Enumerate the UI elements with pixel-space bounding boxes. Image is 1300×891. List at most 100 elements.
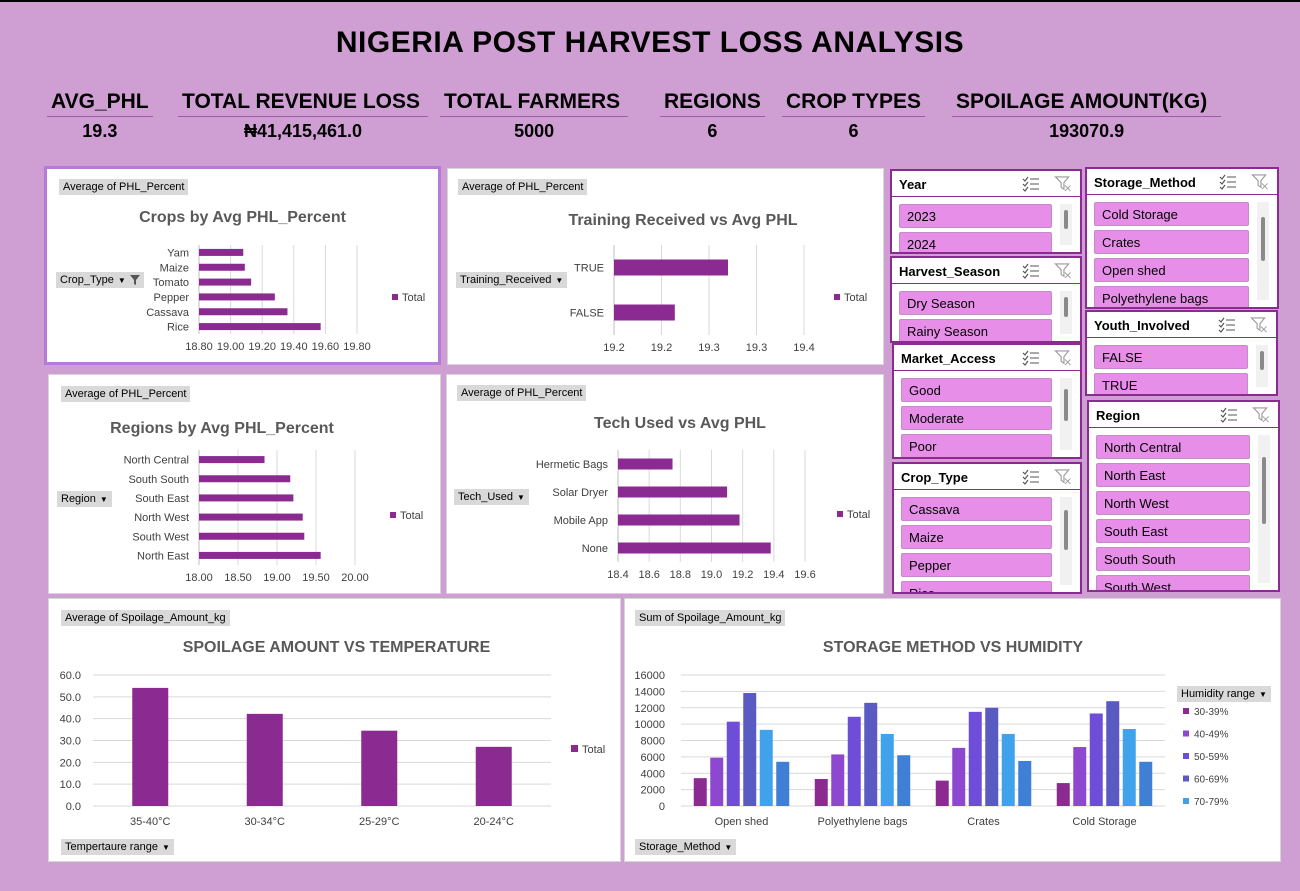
- slicer-item[interactable]: FALSE: [1094, 345, 1248, 369]
- scrollbar-thumb[interactable]: [1262, 457, 1266, 524]
- scrollbar-thumb[interactable]: [1260, 351, 1264, 371]
- slicer-scrollbar[interactable]: [1257, 202, 1269, 300]
- axis-field-button-crop-type[interactable]: Crop_Type ▼: [56, 272, 144, 288]
- slicer-item[interactable]: Good: [901, 378, 1052, 402]
- slicer-item[interactable]: Dry Season: [899, 291, 1052, 315]
- slicer-item[interactable]: South East: [1096, 519, 1250, 543]
- bar: [968, 711, 982, 806]
- slicer-item[interactable]: Maize: [901, 525, 1052, 549]
- category-label: South West: [132, 531, 189, 543]
- slicer-item-list: 2023 2024: [899, 204, 1052, 252]
- x-tick-label: 19.3: [698, 342, 719, 354]
- scrollbar-thumb[interactable]: [1261, 216, 1265, 261]
- clear-filter-icon[interactable]: [1251, 174, 1269, 190]
- slicer-scrollbar[interactable]: [1256, 345, 1268, 387]
- kpi-avg-phl: AVG_PHL 19.3: [47, 90, 153, 142]
- axis-field-button-training[interactable]: Training_Received ▼: [456, 272, 568, 288]
- legend-field-button-humidity[interactable]: Humidity range ▼: [1177, 686, 1271, 702]
- kpi-regions: REGIONS 6: [660, 90, 765, 142]
- kpi-value: 193070.9: [1049, 121, 1125, 141]
- multi-select-icon[interactable]: [1022, 263, 1040, 279]
- multi-select-icon[interactable]: [1022, 176, 1040, 192]
- slicer-crop-type[interactable]: Crop_Type Cassava Maize Pepper Rice: [892, 462, 1082, 594]
- multi-select-icon[interactable]: [1022, 350, 1040, 366]
- clear-filter-icon[interactable]: [1252, 407, 1270, 423]
- category-label: Hermetic Bags: [536, 459, 609, 471]
- slicer-item[interactable]: TRUE: [1094, 373, 1248, 394]
- x-tick-label: 19.4: [793, 342, 814, 354]
- slicer-item[interactable]: Rainy Season: [899, 319, 1052, 341]
- clear-filter-icon[interactable]: [1054, 469, 1072, 485]
- slicer-youth-involved[interactable]: Youth_Involved FALSE TRUE: [1085, 310, 1278, 396]
- x-tick-label: 19.80: [343, 341, 371, 353]
- slicer-item[interactable]: North East: [1096, 463, 1250, 487]
- kpi-spoilage-amount: SPOILAGE AMOUNT(KG) 193070.9: [952, 90, 1222, 142]
- value-field-button: Average of PHL_Percent: [61, 386, 191, 402]
- slicer-item-list: FALSE TRUE: [1094, 345, 1248, 394]
- slicer-scrollbar[interactable]: [1060, 378, 1072, 450]
- slicer-scrollbar[interactable]: [1060, 291, 1072, 334]
- clear-filter-icon[interactable]: [1054, 350, 1072, 366]
- bar: [743, 693, 757, 806]
- slicer-item[interactable]: Open shed: [1094, 258, 1249, 282]
- multi-select-icon[interactable]: [1022, 469, 1040, 485]
- x-tick-label: 19.50: [302, 572, 330, 584]
- multi-select-icon[interactable]: [1219, 174, 1237, 190]
- slicer-item[interactable]: South West: [1096, 575, 1250, 590]
- slicer-item[interactable]: Cassava: [901, 497, 1052, 521]
- category-label: Pepper: [154, 292, 190, 304]
- scrollbar-thumb[interactable]: [1064, 510, 1068, 550]
- dropdown-arrow-icon: ▼: [117, 275, 126, 285]
- slicer-market-access[interactable]: Market_Access Good Moderate Poor: [892, 343, 1082, 459]
- multi-select-icon[interactable]: [1220, 407, 1238, 423]
- scrollbar-thumb[interactable]: [1064, 210, 1068, 229]
- slicer-item[interactable]: Poor: [901, 434, 1052, 457]
- filter-icon: [129, 275, 140, 285]
- slicer-item[interactable]: Cold Storage: [1094, 202, 1249, 226]
- slicer-storage-method[interactable]: Storage_Method Cold Storage Crates Open she…: [1085, 167, 1279, 309]
- dropdown-arrow-icon: ▼: [99, 494, 108, 504]
- chart-storage-svg: 0 2000 4000 6000 8000 10000 12000 14000 16000 Ope…: [634, 670, 1229, 828]
- slicer-scrollbar[interactable]: [1060, 204, 1072, 245]
- category-label: 20-24°C: [474, 816, 515, 828]
- slicer-item[interactable]: Moderate: [901, 406, 1052, 430]
- legend-swatch: [837, 511, 843, 517]
- slicer-harvest-season[interactable]: Harvest_Season Dry Season Rainy Season: [890, 256, 1082, 343]
- scrollbar-thumb[interactable]: [1064, 297, 1068, 317]
- axis-field-button-temperature[interactable]: Tempertaure range ▼: [61, 839, 174, 855]
- chart-regions-panel[interactable]: Average of PHL_Percent Regions by Avg PH…: [48, 374, 441, 594]
- slicer-scrollbar[interactable]: [1258, 435, 1270, 583]
- slicer-item-list: Good Moderate Poor: [901, 378, 1052, 457]
- slicer-item[interactable]: Crates: [1094, 230, 1249, 254]
- bar: [1089, 713, 1103, 806]
- clear-filter-icon[interactable]: [1054, 176, 1072, 192]
- slicer-item[interactable]: North Central: [1096, 435, 1250, 459]
- chart-training-panel[interactable]: Average of PHL_Percent Training Received…: [447, 168, 884, 365]
- slicer-region[interactable]: Region North Central North East North West S…: [1087, 400, 1280, 592]
- slicer-item[interactable]: 2023: [899, 204, 1052, 228]
- slicer-item[interactable]: Pepper: [901, 553, 1052, 577]
- chart-crops-panel[interactable]: Average of PHL_Percent Crops by Avg PHL_…: [44, 166, 441, 365]
- slicer-item[interactable]: Polyethylene bags: [1094, 286, 1249, 307]
- clear-filter-icon[interactable]: [1054, 263, 1072, 279]
- slicer-item[interactable]: 2024: [899, 232, 1052, 252]
- slicer-item[interactable]: South South: [1096, 547, 1250, 571]
- category-label: Crates: [967, 816, 1000, 828]
- dropdown-arrow-icon: ▼: [161, 842, 170, 852]
- chart-tech-panel[interactable]: Average of PHL_Percent Tech Used vs Avg …: [446, 374, 884, 594]
- axis-field-button-region[interactable]: Region ▼: [57, 491, 112, 507]
- legend-label: 50-59%: [1194, 752, 1229, 763]
- bar: [132, 687, 169, 806]
- slicer-year[interactable]: Year 2023 2024: [890, 169, 1082, 254]
- scrollbar-thumb[interactable]: [1064, 388, 1068, 422]
- chart-spoilage-panel[interactable]: Average of Spoilage_Amount_kg SPOILAGE A…: [48, 598, 621, 862]
- slicer-item[interactable]: North West: [1096, 491, 1250, 515]
- multi-select-icon[interactable]: [1218, 317, 1236, 333]
- clear-filter-icon[interactable]: [1250, 317, 1268, 333]
- axis-field-button-storage[interactable]: Storage_Method ▼: [635, 839, 737, 855]
- slicer-item[interactable]: Rice: [901, 581, 1052, 592]
- slicer-scrollbar[interactable]: [1060, 497, 1072, 585]
- chart-storage-panel[interactable]: Sum of Spoilage_Amount_kg STORAGE METHOD…: [624, 598, 1281, 862]
- bar: [199, 494, 294, 502]
- axis-field-button-tech[interactable]: Tech_Used ▼: [454, 489, 529, 505]
